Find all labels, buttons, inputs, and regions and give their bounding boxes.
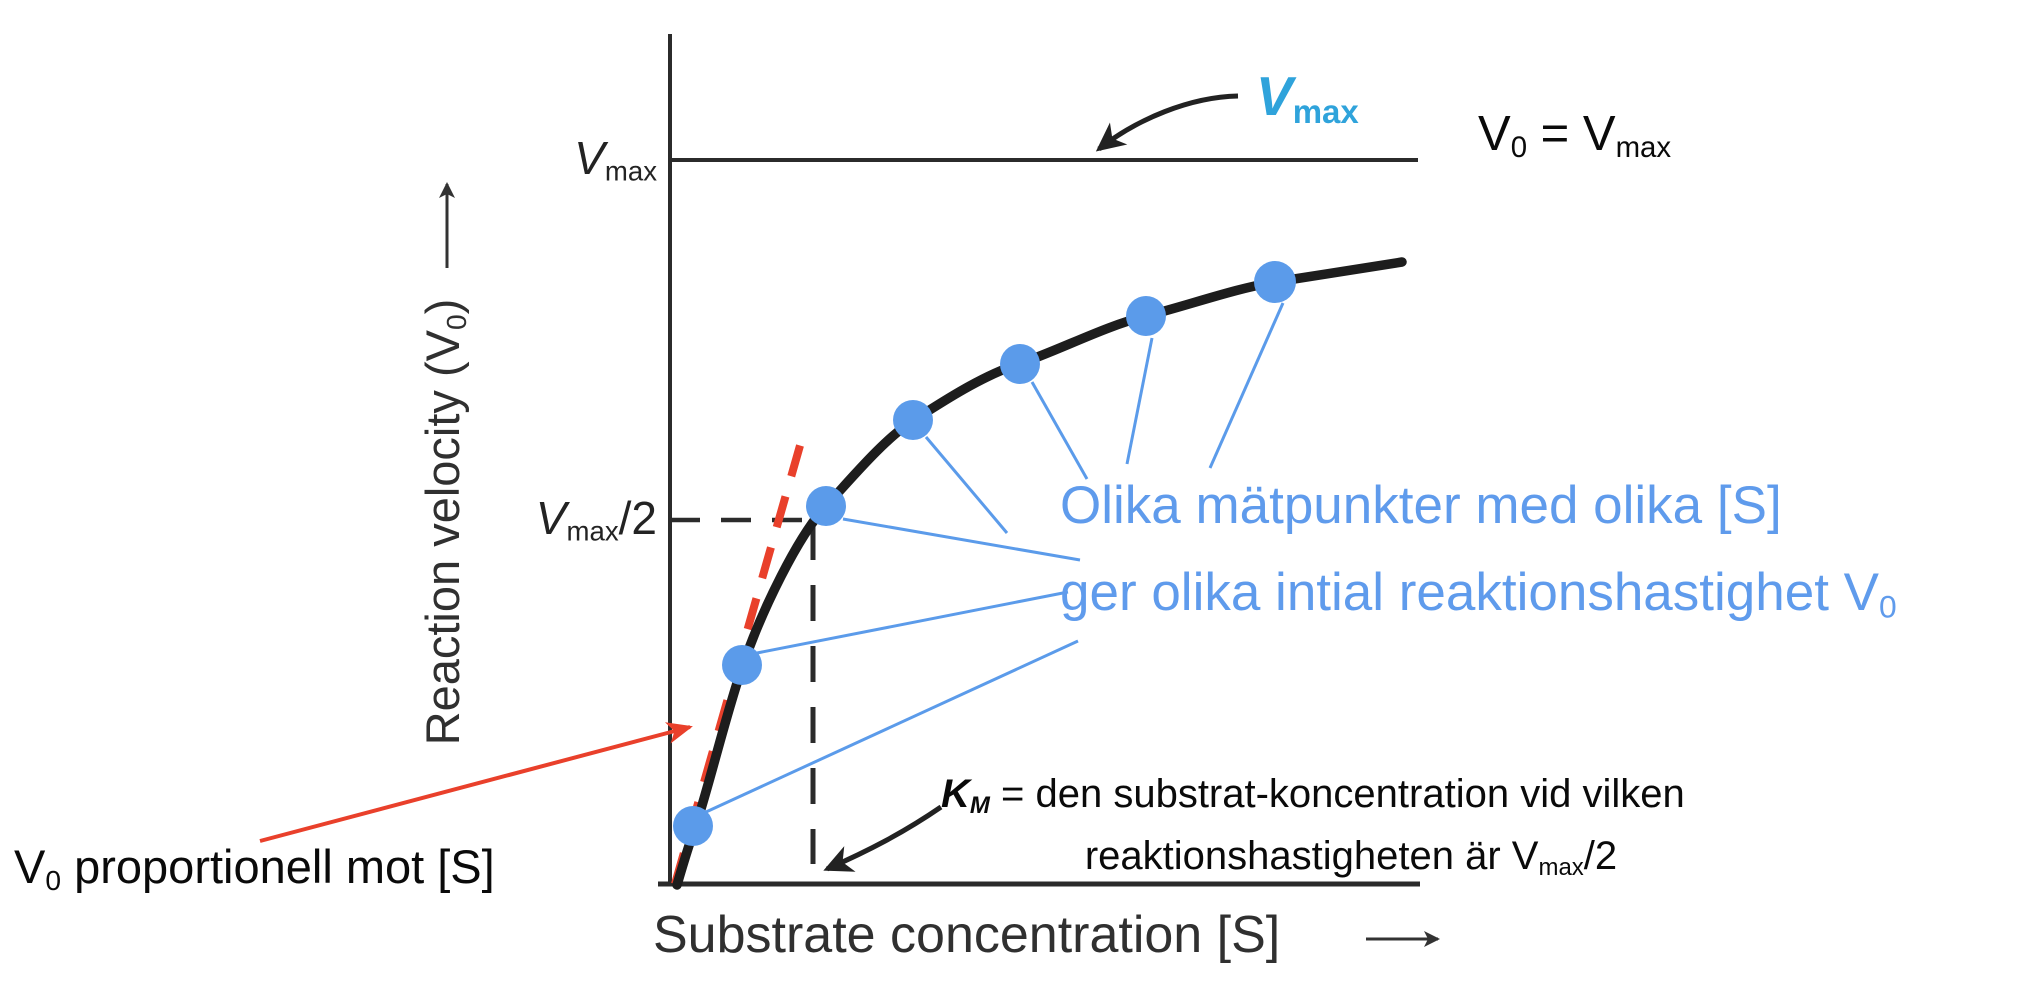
y-axis-label-text: Reaction velocity (V [416, 330, 469, 746]
data-points [673, 261, 1296, 846]
callout-line [842, 517, 1081, 562]
km-definition-line1-text: = den substrat-koncentration vid vilken [989, 772, 1685, 816]
y-axis-label: Reaction velocity (V0) [415, 262, 479, 782]
vmax-half-tick-base: V [535, 492, 567, 544]
callout-line [756, 590, 1069, 655]
v0eq-mid: = V [1527, 107, 1616, 161]
red-annotation-arrow-icon [259, 722, 693, 843]
vmax-half-tick-label: Vmax/2 [536, 491, 657, 548]
measurement-note-line2: ger olika intial reaktionshastighet V0 [1060, 549, 1897, 651]
x-axis-label: Substrate concentration [S] [653, 905, 1280, 965]
data-point [722, 645, 762, 685]
data-point [673, 806, 713, 846]
v0-equals-vmax-label: V0 = Vmax [1478, 106, 1671, 165]
vmax-tick-label: Vmax [574, 131, 657, 188]
callout-line [705, 639, 1079, 814]
y-axis-label-sub: 0 [439, 314, 472, 330]
data-point [893, 400, 933, 440]
vmax-half-tick-sub: max [566, 515, 619, 547]
data-point [806, 486, 846, 526]
measurement-note-line2-text: ger olika intial reaktionshastighet V [1060, 563, 1880, 622]
data-point [1254, 261, 1296, 303]
vmax-curved-arrow-icon [1095, 93, 1239, 152]
x-axis-label-text: Substrate concentration [S] [653, 906, 1281, 964]
data-point [1126, 296, 1166, 336]
km-symbol: K [941, 772, 970, 816]
callout-line [1125, 337, 1154, 465]
v0eq-v: V [1478, 107, 1511, 161]
callout-line [1208, 302, 1285, 469]
measurement-note-line1-text: Olika mätpunkter med olika [S] [1060, 476, 1782, 535]
callout-lines [705, 302, 1285, 814]
km-definition-line2-text: reaktionshastigheten är V [1084, 833, 1539, 878]
km-definition: KM = den substrat-koncentration vid vilk… [941, 769, 1761, 893]
measurement-note-line2-sub: 0 [1879, 588, 1897, 625]
v0eq-max-sub: max [1615, 131, 1672, 165]
data-point [1000, 344, 1040, 384]
vmax-tick-base: V [574, 132, 605, 184]
vmax-annotation-sub: max [1292, 92, 1359, 130]
y-axis-label-close: ) [416, 298, 469, 315]
km-definition-vmax-sub: max [1538, 853, 1584, 881]
km-definition-line1: KM = den substrat-koncentration vid vilk… [941, 769, 1761, 831]
measurement-note-line1: Olika mätpunkter med olika [S] [1060, 462, 1897, 549]
vmax-tick-sub: max [604, 155, 657, 187]
v0-proportional-label: V0 proportionell mot [S] [14, 839, 495, 897]
v0prop-v: V [14, 840, 46, 893]
km-definition-line2-tail: /2 [1583, 833, 1618, 878]
measurement-note: Olika mätpunkter med olika [S] ger olika… [1060, 462, 1897, 651]
callout-line [1030, 381, 1089, 480]
vmax-annotation-label: Vmax [1256, 64, 1359, 131]
vmax-annotation-base: V [1256, 65, 1293, 127]
callout-line [924, 436, 1009, 534]
km-symbol-sub: M [969, 791, 990, 819]
v0prop-text: proportionell mot [S] [61, 840, 495, 893]
km-curved-arrow-icon [823, 804, 943, 872]
km-definition-line2: reaktionshastigheten är Vmax/2 [941, 831, 1761, 893]
v0prop-v-sub: 0 [45, 863, 62, 896]
vmax-half-tick-suffix: /2 [618, 492, 657, 544]
v0eq-v-sub: 0 [1510, 131, 1528, 165]
